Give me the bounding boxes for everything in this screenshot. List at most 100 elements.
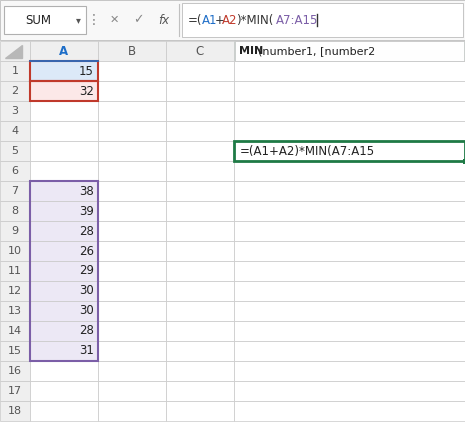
Bar bbox=[30, 181, 98, 201]
Text: )*MIN(: )*MIN( bbox=[236, 13, 273, 27]
Text: =(A1+A2)*MIN(A7:A15: =(A1+A2)*MIN(A7:A15 bbox=[240, 144, 375, 158]
Text: 30: 30 bbox=[79, 304, 94, 318]
Text: A: A bbox=[60, 44, 68, 58]
Text: MIN: MIN bbox=[239, 46, 263, 56]
Bar bbox=[166, 321, 234, 341]
Bar bbox=[30, 281, 98, 301]
Bar bbox=[30, 201, 98, 221]
Text: 10: 10 bbox=[8, 246, 22, 256]
Bar bbox=[166, 141, 234, 161]
Bar bbox=[234, 141, 465, 161]
Bar bbox=[98, 201, 166, 221]
Bar bbox=[234, 101, 465, 121]
Text: 26: 26 bbox=[79, 245, 94, 257]
Bar bbox=[0, 201, 30, 221]
Text: 6: 6 bbox=[12, 166, 19, 176]
Bar bbox=[30, 261, 98, 281]
Bar bbox=[234, 61, 465, 81]
Text: A1: A1 bbox=[202, 13, 217, 27]
Text: 18: 18 bbox=[8, 406, 22, 416]
Bar bbox=[234, 41, 465, 61]
Bar bbox=[234, 161, 465, 181]
Text: C: C bbox=[196, 44, 204, 58]
Text: 39: 39 bbox=[79, 205, 94, 218]
Bar bbox=[98, 401, 166, 421]
Bar bbox=[98, 141, 166, 161]
Bar bbox=[30, 241, 98, 261]
Text: (number1, [number2: (number1, [number2 bbox=[259, 46, 376, 56]
Bar bbox=[30, 81, 98, 101]
Text: 15: 15 bbox=[8, 346, 22, 356]
Text: 30: 30 bbox=[79, 284, 94, 298]
Bar bbox=[30, 101, 98, 121]
Bar bbox=[98, 321, 166, 341]
Text: =(: =( bbox=[188, 13, 202, 27]
Bar bbox=[234, 381, 465, 401]
Bar bbox=[98, 261, 166, 281]
Bar bbox=[0, 301, 30, 321]
Text: 11: 11 bbox=[8, 266, 22, 276]
Bar bbox=[0, 381, 30, 401]
Text: 38: 38 bbox=[79, 184, 94, 198]
Text: ⋮: ⋮ bbox=[87, 13, 101, 27]
Bar bbox=[30, 221, 98, 241]
Bar bbox=[0, 81, 30, 101]
Bar bbox=[235, 41, 464, 61]
Bar bbox=[0, 341, 30, 361]
Text: 9: 9 bbox=[12, 226, 19, 236]
Bar bbox=[98, 81, 166, 101]
Bar bbox=[98, 61, 166, 81]
Bar bbox=[98, 381, 166, 401]
Text: 31: 31 bbox=[79, 345, 94, 358]
Bar bbox=[166, 121, 234, 141]
Text: SUM: SUM bbox=[26, 13, 52, 27]
Text: 32: 32 bbox=[79, 85, 94, 97]
Bar bbox=[234, 181, 465, 201]
Bar bbox=[234, 121, 465, 141]
Bar bbox=[98, 101, 166, 121]
Bar bbox=[166, 161, 234, 181]
Bar bbox=[30, 61, 98, 81]
Bar bbox=[30, 321, 98, 341]
Text: 8: 8 bbox=[12, 206, 19, 216]
Text: 15: 15 bbox=[79, 65, 94, 78]
Bar bbox=[234, 81, 465, 101]
Bar bbox=[0, 101, 30, 121]
Bar bbox=[234, 261, 465, 281]
Bar bbox=[30, 161, 98, 181]
Bar bbox=[234, 301, 465, 321]
Bar bbox=[30, 61, 98, 81]
Text: ▾: ▾ bbox=[75, 15, 80, 25]
Bar bbox=[0, 121, 30, 141]
Bar bbox=[30, 41, 98, 61]
Bar bbox=[30, 81, 98, 101]
Bar bbox=[234, 241, 465, 261]
Text: 29: 29 bbox=[79, 264, 94, 277]
Bar bbox=[234, 281, 465, 301]
Bar bbox=[0, 261, 30, 281]
Bar bbox=[234, 321, 465, 341]
Text: 28: 28 bbox=[79, 325, 94, 338]
Bar bbox=[166, 61, 234, 81]
Bar bbox=[98, 281, 166, 301]
Text: 16: 16 bbox=[8, 366, 22, 376]
Bar bbox=[166, 381, 234, 401]
Bar bbox=[166, 201, 234, 221]
Bar bbox=[30, 121, 98, 141]
Bar bbox=[98, 161, 166, 181]
Bar bbox=[0, 181, 30, 201]
Bar bbox=[166, 261, 234, 281]
Text: fx: fx bbox=[159, 13, 170, 27]
Text: A7:A15: A7:A15 bbox=[276, 13, 319, 27]
Text: 3: 3 bbox=[12, 106, 19, 116]
Bar bbox=[30, 381, 98, 401]
Text: A2: A2 bbox=[222, 13, 238, 27]
Bar bbox=[0, 141, 30, 161]
Bar bbox=[0, 361, 30, 381]
Bar bbox=[30, 181, 98, 361]
Bar bbox=[98, 301, 166, 321]
Bar bbox=[0, 241, 30, 261]
Bar bbox=[166, 181, 234, 201]
Bar bbox=[166, 361, 234, 381]
Bar bbox=[166, 281, 234, 301]
